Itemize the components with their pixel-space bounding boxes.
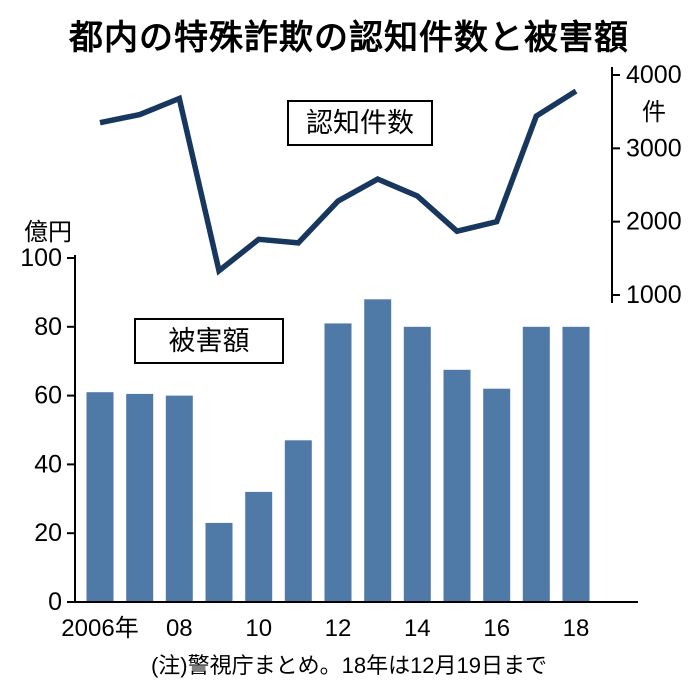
x-axis-label: 14 <box>404 615 431 642</box>
damage-bar-2016 <box>483 388 511 602</box>
x-axis-label: 2006年 <box>61 615 138 642</box>
source-note: (注)警視庁まとめ。18年は12月19日まで <box>150 653 548 678</box>
right-axis-tick-label: 3000 <box>626 134 682 162</box>
damage-bar-2011 <box>284 440 312 602</box>
x-axis-label: 16 <box>483 615 510 642</box>
left-axis-tick-label: 80 <box>34 313 62 341</box>
left-axis-tick-label: 40 <box>34 450 62 478</box>
left-axis-tick-label: 100 <box>20 244 62 272</box>
chart-title: 都内の特殊詐欺の認知件数と被害額 <box>69 19 629 57</box>
damage-bar-2017 <box>522 326 550 602</box>
left-axis-tick-label: 0 <box>48 588 62 616</box>
bar-series-label: 被害額 <box>134 318 284 365</box>
recognized-cases-line <box>99 88 578 276</box>
damage-bar-2010 <box>245 491 273 602</box>
left-axis-tick-label: 20 <box>34 519 62 547</box>
line-series-label: 認知件数 <box>287 100 433 147</box>
x-axis-label: 08 <box>166 615 193 642</box>
x-axis-label: 18 <box>563 615 590 642</box>
damage-bar-2014 <box>403 326 431 602</box>
right-axis-tick-label: 1000 <box>626 281 682 309</box>
x-axis-label: 10 <box>245 615 272 642</box>
left-axis-unit-label: 億円 <box>24 219 72 246</box>
damage-bar-2007 <box>126 393 154 602</box>
damage-bar-2013 <box>364 299 392 602</box>
right-axis-tick-label: 2000 <box>626 208 682 236</box>
right-axis-unit-label: 件 <box>642 99 666 126</box>
x-axis-label: 12 <box>325 615 352 642</box>
damage-bar-2008 <box>165 395 193 602</box>
right-axis-tick-label: 4000 <box>626 61 682 89</box>
damage-bar-2015 <box>443 369 471 602</box>
damage-bar-2006 <box>86 392 114 602</box>
damage-bar-2012 <box>324 323 352 602</box>
damage-bar-2018 <box>562 326 590 602</box>
left-axis-tick-label: 60 <box>34 382 62 410</box>
damage-bar-2009 <box>205 522 233 602</box>
